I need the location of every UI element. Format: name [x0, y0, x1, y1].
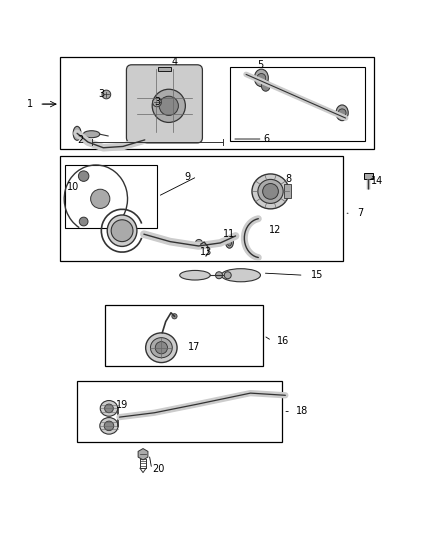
Circle shape — [78, 171, 89, 181]
Circle shape — [215, 272, 223, 279]
Circle shape — [257, 74, 266, 82]
Text: 15: 15 — [311, 270, 323, 280]
Text: 3: 3 — [155, 98, 161, 107]
Text: 19: 19 — [116, 400, 128, 410]
Ellipse shape — [221, 269, 261, 282]
Bar — [60, 157, 343, 261]
Circle shape — [159, 96, 178, 116]
Circle shape — [263, 183, 279, 199]
Text: 14: 14 — [371, 176, 383, 186]
Bar — [65, 165, 157, 228]
Bar — [60, 57, 374, 149]
Bar — [230, 67, 365, 141]
Circle shape — [79, 217, 88, 226]
Text: 3: 3 — [98, 90, 104, 100]
Circle shape — [224, 272, 231, 279]
Polygon shape — [138, 449, 148, 460]
Text: 8: 8 — [286, 174, 292, 184]
Text: 13: 13 — [200, 247, 212, 257]
Circle shape — [102, 90, 111, 99]
Ellipse shape — [254, 69, 268, 87]
Circle shape — [105, 404, 113, 413]
FancyBboxPatch shape — [127, 65, 202, 143]
Text: 17: 17 — [188, 342, 201, 352]
Bar — [364, 173, 373, 179]
Text: 12: 12 — [268, 225, 281, 235]
Ellipse shape — [150, 338, 172, 358]
Bar — [284, 184, 291, 198]
Ellipse shape — [83, 131, 100, 138]
Text: 9: 9 — [184, 172, 191, 182]
Ellipse shape — [73, 126, 81, 140]
Ellipse shape — [261, 80, 270, 91]
Text: 20: 20 — [152, 464, 165, 474]
Circle shape — [104, 421, 114, 431]
Ellipse shape — [100, 417, 118, 434]
Text: 7: 7 — [357, 208, 364, 218]
Text: 4: 4 — [171, 57, 177, 67]
Circle shape — [111, 220, 133, 241]
Ellipse shape — [146, 333, 177, 362]
Text: 1: 1 — [27, 99, 33, 109]
Bar — [158, 67, 171, 71]
Circle shape — [172, 313, 177, 319]
Ellipse shape — [100, 400, 118, 416]
Text: 2: 2 — [77, 135, 83, 145]
Ellipse shape — [107, 215, 137, 246]
Ellipse shape — [227, 238, 232, 246]
Ellipse shape — [258, 180, 283, 204]
Ellipse shape — [226, 236, 233, 248]
Ellipse shape — [180, 270, 210, 280]
Text: 6: 6 — [263, 134, 269, 144]
Bar — [77, 381, 283, 442]
Circle shape — [338, 109, 346, 117]
Bar — [106, 305, 263, 366]
Ellipse shape — [336, 105, 348, 120]
Ellipse shape — [252, 174, 289, 209]
Text: 5: 5 — [257, 60, 263, 70]
Circle shape — [91, 189, 110, 208]
Circle shape — [155, 342, 167, 354]
Text: 16: 16 — [277, 336, 289, 346]
Text: 10: 10 — [67, 182, 79, 192]
Circle shape — [152, 89, 185, 123]
Circle shape — [195, 239, 202, 246]
Circle shape — [152, 98, 161, 107]
Text: 11: 11 — [223, 229, 236, 239]
Text: 18: 18 — [296, 407, 308, 416]
